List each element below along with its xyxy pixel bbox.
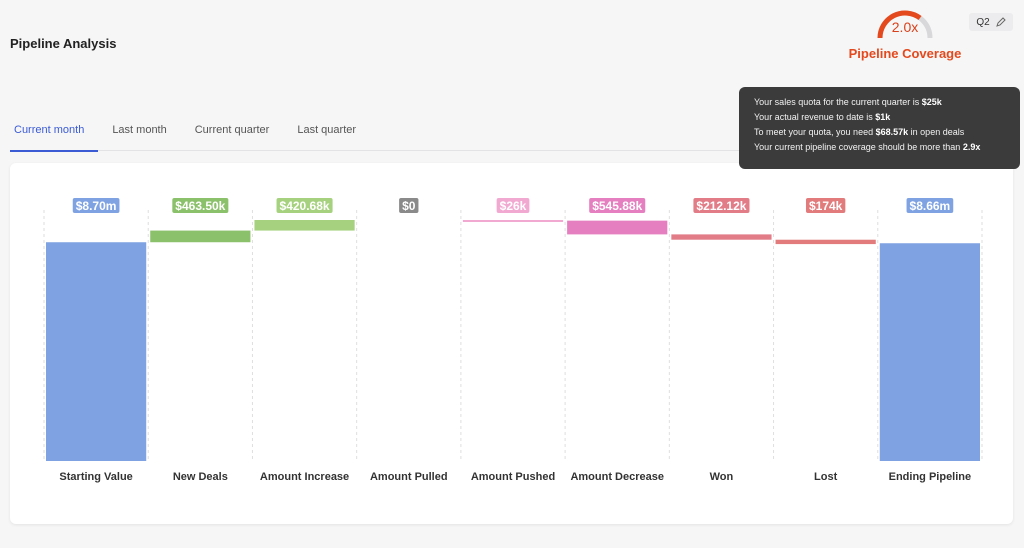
value-label: $545.88k — [592, 199, 642, 213]
tooltip-text: Your sales quota for the current quarter… — [754, 97, 920, 107]
tooltip-value: $25k — [921, 97, 942, 107]
gauge-label: 2.0x — [891, 19, 919, 35]
tooltip-text: in open deals — [910, 127, 965, 137]
gauge-caption: Pipeline Coverage — [848, 46, 962, 61]
tab[interactable]: Current quarter — [194, 124, 270, 136]
value-label: $174k — [809, 199, 843, 213]
value-label-bg — [906, 198, 954, 213]
value-label-bg — [496, 198, 530, 213]
tab[interactable]: Last quarter — [297, 124, 357, 136]
x-tick-label: Amount Increase — [260, 471, 349, 483]
x-tick-label: Won — [710, 471, 734, 483]
page-title: Pipeline Analysis — [10, 36, 117, 51]
value-label-bg — [276, 198, 333, 213]
bar — [775, 239, 876, 245]
x-tick-label: New Deals — [173, 471, 228, 483]
value-label-bg — [589, 198, 646, 213]
tab[interactable]: Last month — [112, 124, 167, 136]
value-label-bg — [399, 198, 419, 213]
x-tick-label: Amount Pushed — [471, 471, 555, 483]
value-label-bg — [693, 198, 750, 213]
value-label: $420.68k — [280, 199, 330, 213]
tooltip-line: Your actual revenue to date is $1k — [754, 110, 1012, 125]
value-label-bg — [805, 198, 846, 213]
tab[interactable]: Current month — [10, 118, 99, 152]
tooltip-text: Your actual revenue to date is — [754, 112, 873, 122]
tooltip-value: $1k — [875, 112, 891, 122]
value-label: $212.12k — [696, 199, 746, 213]
tooltip-line: Your current pipeline coverage should be… — [754, 140, 1012, 155]
bar — [254, 220, 355, 231]
tooltip-line: To meet your quota, you need $68.57k in … — [754, 125, 1012, 140]
tooltip-value: $68.57k — [875, 127, 909, 137]
period-button[interactable]: Q2 — [969, 13, 1013, 31]
value-label: $463.50k — [175, 199, 225, 213]
edit-icon — [995, 17, 1006, 27]
bar — [46, 242, 147, 461]
x-tick-label: Ending Pipeline — [889, 471, 972, 483]
x-tick-label: Amount Decrease — [570, 471, 664, 483]
tooltip-value: 2.9x — [962, 142, 981, 152]
tooltip-line: Your sales quota for the current quarter… — [754, 95, 1012, 110]
tooltip-text: To meet your quota, you need — [754, 127, 874, 137]
x-tick-label: Starting Value — [59, 471, 132, 483]
bar — [879, 243, 980, 461]
x-tick-label: Amount Pulled — [370, 471, 448, 483]
chart-card: $8.70m Starting Value $463.50k New Deals $42… — [10, 163, 1013, 524]
period-label: Q2 — [976, 16, 990, 28]
bar — [150, 230, 251, 243]
tooltip-text: Your current pipeline coverage should be… — [754, 142, 961, 152]
bar — [671, 234, 772, 240]
chart: $8.70m Starting Value $463.50k New Deals $42… — [43, 198, 983, 483]
tab-bar: Current month Last month Current quarter La… — [10, 118, 1014, 152]
bar — [462, 220, 564, 222]
value-label: $0 — [402, 199, 416, 213]
x-tick-label: Lost — [814, 471, 838, 483]
gauge — [877, 10, 933, 39]
value-label: $8.66m — [910, 199, 951, 213]
value-label-bg — [72, 198, 120, 213]
value-label: $26k — [500, 199, 527, 213]
value-label-bg — [172, 198, 229, 213]
tooltip: Your sales quota for the current quarter… — [739, 87, 1020, 169]
bar — [567, 220, 668, 235]
value-label: $8.70m — [76, 199, 117, 213]
gauge-fill — [877, 10, 922, 39]
